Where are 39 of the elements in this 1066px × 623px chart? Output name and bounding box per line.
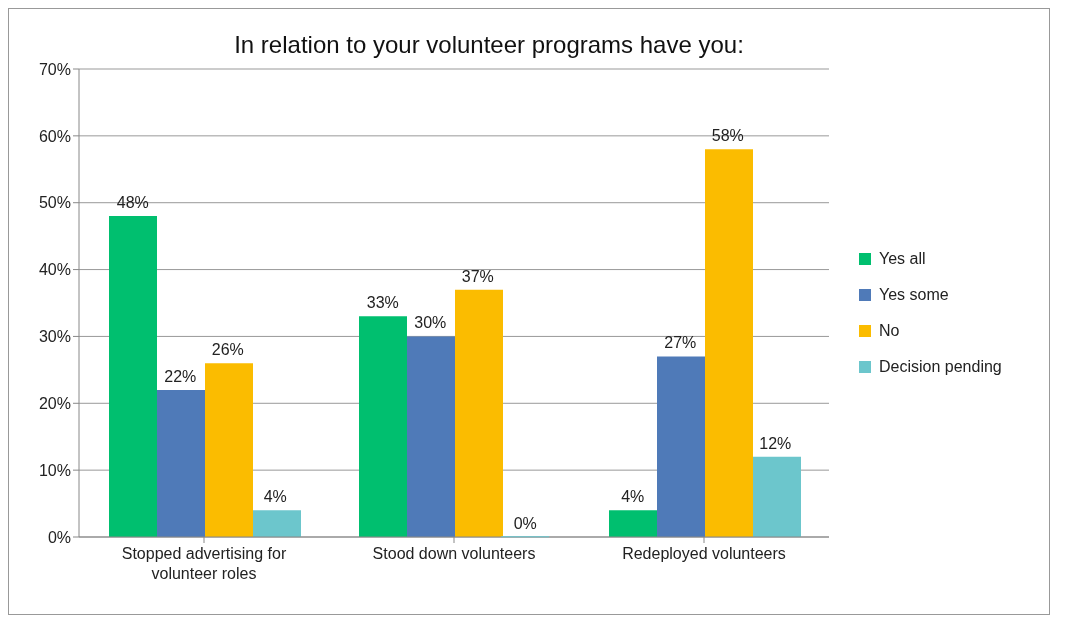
x-tick-label: Stood down volunteers — [372, 545, 536, 562]
bar — [455, 289, 503, 537]
y-tick-label: 10% — [38, 461, 71, 479]
legend-label: No — [879, 322, 900, 340]
data-label: 0% — [513, 515, 537, 532]
chart-title: In relation to your volunteer programs have you: — [233, 30, 745, 59]
data-label: 22% — [164, 367, 197, 385]
data-label: 4% — [621, 488, 645, 506]
bar — [109, 216, 157, 537]
bar — [157, 389, 205, 537]
y-tick-label: 30% — [38, 328, 71, 346]
bar — [657, 356, 705, 537]
data-label: 58% — [711, 127, 744, 145]
data-label: 4% — [263, 488, 287, 506]
y-tick-label: 70% — [38, 60, 71, 78]
bar — [407, 336, 455, 537]
bar — [359, 316, 407, 537]
bar — [753, 456, 801, 537]
data-label: 30% — [414, 314, 447, 332]
bar — [609, 510, 657, 537]
bar — [705, 149, 753, 537]
legend-label: Yes some — [879, 286, 949, 304]
x-tick-label: Stopped advertising for volunteer roles — [121, 545, 287, 582]
data-label: 26% — [211, 341, 244, 359]
y-tick-label: 0% — [47, 528, 71, 546]
y-tick-label: 40% — [38, 261, 71, 279]
legend-label: Yes all — [879, 250, 926, 268]
y-tick-label: 20% — [38, 394, 71, 412]
bar — [253, 510, 301, 537]
data-label: 12% — [759, 434, 792, 452]
y-tick-label: 50% — [38, 194, 71, 212]
data-label: 48% — [116, 194, 149, 212]
y-tick-label: 60% — [38, 127, 71, 145]
data-label: 27% — [664, 334, 697, 352]
data-label: 33% — [366, 294, 399, 312]
legend-label: Decision pending — [879, 358, 1002, 376]
x-tick-label: Redeployed volunteers — [622, 545, 786, 562]
bar — [205, 363, 253, 537]
data-label: 37% — [461, 267, 494, 285]
